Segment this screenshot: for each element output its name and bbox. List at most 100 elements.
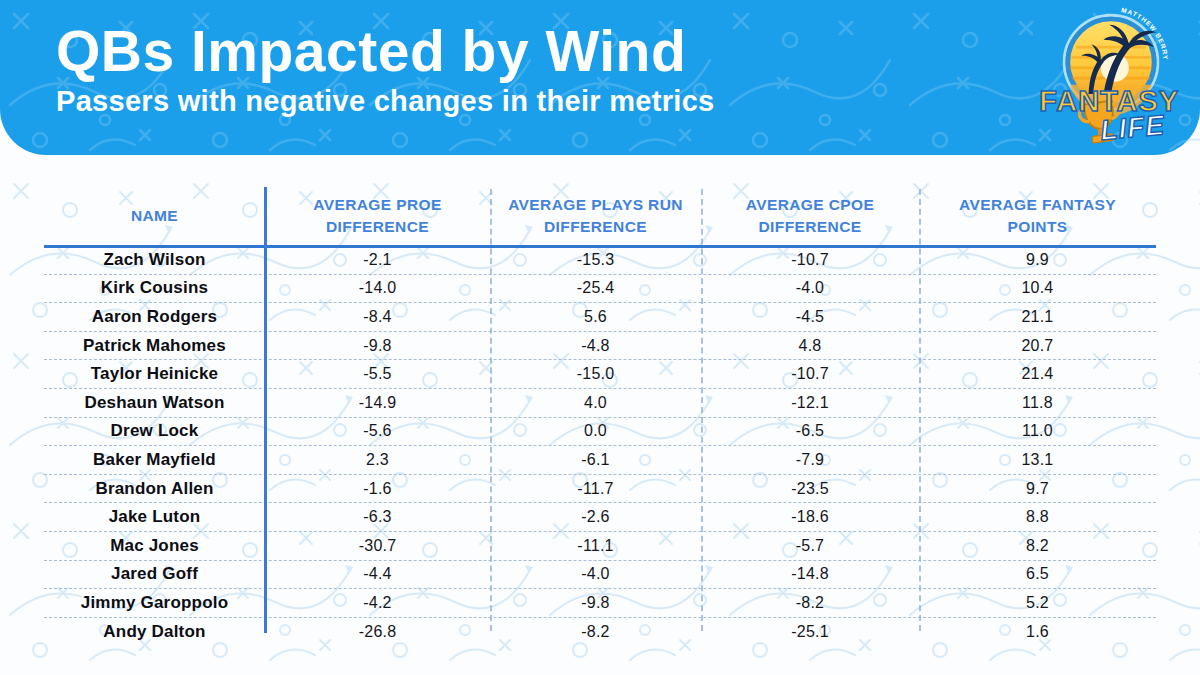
proe-difference-value: -4.2 <box>265 589 490 617</box>
plays-run-difference-value: 5.6 <box>490 303 701 331</box>
player-name: Zach Wilson <box>44 246 265 274</box>
player-name: Jake Luton <box>44 503 265 531</box>
proe-difference-value: -6.3 <box>265 503 490 531</box>
logo-brand-bottom: LIFE <box>1099 109 1166 146</box>
cpoe-difference-value: -8.2 <box>701 589 919 617</box>
player-name: Aaron Rodgers <box>44 303 265 331</box>
player-name: Drew Lock <box>44 418 265 446</box>
cpoe-difference-value: -4.5 <box>701 303 919 331</box>
column-header-label: AVERAGE PLAYS RUN <box>508 194 683 216</box>
page-title: QBs Impacted by Wind <box>56 20 715 83</box>
column-header-name: NAME <box>44 185 265 246</box>
cpoe-difference-value: 4.8 <box>701 332 919 360</box>
cpoe-difference-value: -6.5 <box>701 418 919 446</box>
proe-difference-value: -1.6 <box>265 475 490 503</box>
fantasy-life-logo: MATTHEW BERRY'S FANTASY LIFE <box>1036 4 1186 154</box>
player-name: Jimmy Garoppolo <box>44 589 265 617</box>
column-divider-dashed <box>490 189 492 631</box>
plays-run-difference-value: -6.1 <box>490 446 701 474</box>
player-name: Jared Goff <box>44 561 265 589</box>
fantasy-points-value: 5.2 <box>919 589 1156 617</box>
plays-run-difference-value: -15.3 <box>490 246 701 274</box>
plays-run-difference-value: -9.8 <box>490 589 701 617</box>
plays-run-difference-value: -4.8 <box>490 332 701 360</box>
column-header-label: DIFFERENCE <box>544 216 647 238</box>
fantasy-points-value: 21.1 <box>919 303 1156 331</box>
proe-difference-value: -26.8 <box>265 618 490 646</box>
player-name: Kirk Cousins <box>44 275 265 303</box>
fantasy-points-value: 13.1 <box>919 446 1156 474</box>
fantasy-points-value: 8.8 <box>919 503 1156 531</box>
column-header-label: AVERAGE PROE <box>313 194 442 216</box>
fantasy-points-value: 21.4 <box>919 360 1156 388</box>
plays-run-difference-value: -15.0 <box>490 360 701 388</box>
cpoe-difference-value: -12.1 <box>701 389 919 417</box>
table-row: Zach Wilson -2.1 -15.3 -10.7 9.9 <box>44 246 1156 275</box>
header-divider-line <box>44 245 1156 248</box>
fantasy-points-value: 8.2 <box>919 532 1156 560</box>
plays-run-difference-value: -25.4 <box>490 275 701 303</box>
fantasy-points-value: 11.0 <box>919 418 1156 446</box>
fantasy-points-value: 9.9 <box>919 246 1156 274</box>
table-row: Deshaun Watson -14.9 4.0 -12.1 11.8 <box>44 389 1156 418</box>
cpoe-difference-value: -14.8 <box>701 561 919 589</box>
player-name: Taylor Heinicke <box>44 360 265 388</box>
column-header-plays-run-difference: AVERAGE PLAYS RUN DIFFERENCE <box>490 185 701 246</box>
player-name: Brandon Allen <box>44 475 265 503</box>
table-row: Baker Mayfield 2.3 -6.1 -7.9 13.1 <box>44 446 1156 475</box>
player-name: Andy Dalton <box>44 618 265 646</box>
proe-difference-value: -5.6 <box>265 418 490 446</box>
player-name: Deshaun Watson <box>44 389 265 417</box>
fantasy-points-value: 20.7 <box>919 332 1156 360</box>
table-header-row: NAME AVERAGE PROE DIFFERENCE AVERAGE PLA… <box>44 185 1156 246</box>
column-header-fantasy-points: AVERAGE FANTASY POINTS <box>919 185 1156 246</box>
column-header-label: AVERAGE CPOE <box>746 194 875 216</box>
proe-difference-value: 2.3 <box>265 446 490 474</box>
column-header-label: DIFFERENCE <box>326 216 429 238</box>
plays-run-difference-value: 4.0 <box>490 389 701 417</box>
cpoe-difference-value: -7.9 <box>701 446 919 474</box>
proe-difference-value: -14.0 <box>265 275 490 303</box>
table-row: Jake Luton -6.3 -2.6 -18.6 8.8 <box>44 503 1156 532</box>
table-row: Taylor Heinicke -5.5 -15.0 -10.7 21.4 <box>44 360 1156 389</box>
table-body: Zach Wilson -2.1 -15.3 -10.7 9.9 Kirk Co… <box>44 246 1156 645</box>
header-banner: QBs Impacted by Wind Passers with negati… <box>0 0 1200 155</box>
proe-difference-value: -14.9 <box>265 389 490 417</box>
proe-difference-value: -4.4 <box>265 561 490 589</box>
plays-run-difference-value: -4.0 <box>490 561 701 589</box>
fantasy-points-value: 11.8 <box>919 389 1156 417</box>
proe-difference-value: -8.4 <box>265 303 490 331</box>
proe-difference-value: -2.1 <box>265 246 490 274</box>
table-row: Andy Dalton -26.8 -8.2 -25.1 1.6 <box>44 618 1156 646</box>
column-header-proe-difference: AVERAGE PROE DIFFERENCE <box>265 185 490 246</box>
fantasy-points-value: 9.7 <box>919 475 1156 503</box>
player-name: Patrick Mahomes <box>44 332 265 360</box>
cpoe-difference-value: -10.7 <box>701 246 919 274</box>
fantasy-points-value: 1.6 <box>919 618 1156 646</box>
table-row: Aaron Rodgers -8.4 5.6 -4.5 21.1 <box>44 303 1156 332</box>
proe-difference-value: -30.7 <box>265 532 490 560</box>
cpoe-difference-value: -4.0 <box>701 275 919 303</box>
fantasy-points-value: 10.4 <box>919 275 1156 303</box>
cpoe-difference-value: -10.7 <box>701 360 919 388</box>
page-subtitle: Passers with negative changes in their m… <box>56 85 715 118</box>
plays-run-difference-value: -11.7 <box>490 475 701 503</box>
column-header-label: POINTS <box>1007 216 1067 238</box>
name-column-divider-line <box>264 187 267 633</box>
cpoe-difference-value: -18.6 <box>701 503 919 531</box>
infographic-canvas: QBs Impacted by Wind Passers with negati… <box>0 0 1200 675</box>
player-name: Mac Jones <box>44 532 265 560</box>
column-header-label: NAME <box>131 205 178 227</box>
cpoe-difference-value: -25.1 <box>701 618 919 646</box>
qb-wind-table: NAME AVERAGE PROE DIFFERENCE AVERAGE PLA… <box>44 185 1156 645</box>
column-divider-dashed <box>701 189 703 631</box>
column-header-label: DIFFERENCE <box>758 216 861 238</box>
table-row: Jared Goff -4.4 -4.0 -14.8 6.5 <box>44 561 1156 590</box>
plays-run-difference-value: 0.0 <box>490 418 701 446</box>
plays-run-difference-value: -8.2 <box>490 618 701 646</box>
column-header-cpoe-difference: AVERAGE CPOE DIFFERENCE <box>701 185 919 246</box>
plays-run-difference-value: -2.6 <box>490 503 701 531</box>
plays-run-difference-value: -11.1 <box>490 532 701 560</box>
proe-difference-value: -9.8 <box>265 332 490 360</box>
proe-difference-value: -5.5 <box>265 360 490 388</box>
